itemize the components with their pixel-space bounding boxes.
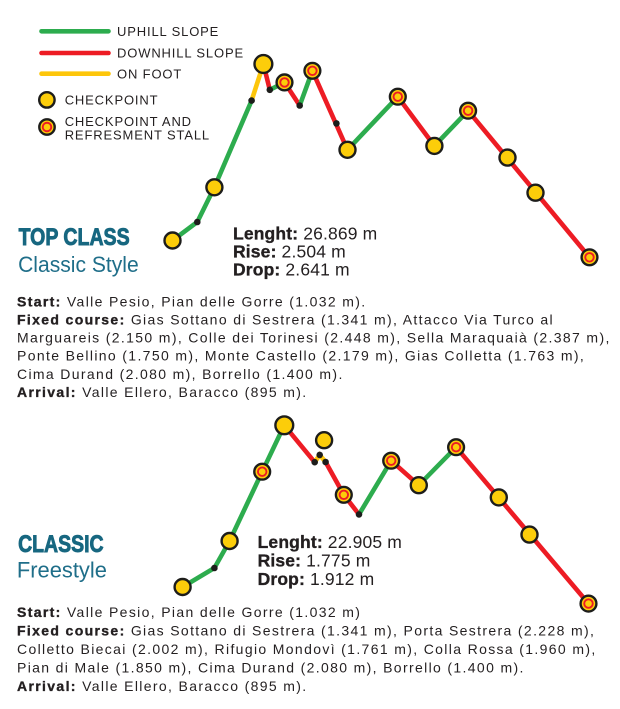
svg-text:Lenght: 26.869 m: Lenght: 26.869 m (233, 223, 377, 243)
svg-text:CHECKPOINT: CHECKPOINT (65, 93, 159, 108)
svg-text:CLASSIC: CLASSIC (18, 531, 104, 558)
svg-text:REFRESMENT STALL: REFRESMENT STALL (65, 128, 210, 143)
svg-text:Ponte Bellino (1.750 m), Monte: Ponte Bellino (1.750 m), Monte Castello … (17, 348, 585, 364)
svg-text:Drop: 1.912 m: Drop: 1.912 m (258, 569, 375, 589)
svg-text:Classic Style: Classic Style (18, 252, 139, 277)
svg-text:DOWNHILL SLOPE: DOWNHILL SLOPE (117, 46, 244, 61)
svg-text:UPHILL SLOPE: UPHILL SLOPE (117, 24, 219, 39)
svg-text:Arrival: Valle Ellero, Baracco: Arrival: Valle Ellero, Baracco (895 m). (17, 384, 308, 400)
svg-text:CHECKPOINT AND: CHECKPOINT AND (65, 114, 192, 129)
svg-text:Arrival: Valle Ellero, Baracco: Arrival: Valle Ellero, Baracco (895 m). (17, 678, 308, 694)
svg-text:Freestyle: Freestyle (17, 558, 107, 583)
svg-text:Lenght: 22.905 m: Lenght: 22.905 m (258, 532, 402, 552)
svg-text:Fixed course: Gias Sottano di: Fixed course: Gias Sottano di Sestrera (… (17, 622, 595, 638)
svg-text:Colletto Biecai (2.002 m), Rif: Colletto Biecai (2.002 m), Rifugio Mondo… (17, 641, 597, 657)
svg-text:Pian di Male (1.850 m), Cima D: Pian di Male (1.850 m), Cima Durand (2.0… (17, 660, 525, 676)
svg-text:Start: Valle Pesio, Pian delle: Start: Valle Pesio, Pian delle Gorre (1.… (17, 604, 361, 620)
svg-text:Drop: 2.641 m: Drop: 2.641 m (233, 260, 350, 280)
svg-text:Start: Valle Pesio, Pian delle: Start: Valle Pesio, Pian delle Gorre (1.… (17, 293, 367, 309)
svg-text:Rise: 1.775 m: Rise: 1.775 m (258, 550, 371, 570)
svg-text:ON FOOT: ON FOOT (117, 66, 182, 81)
svg-text:TOP CLASS: TOP CLASS (19, 224, 130, 251)
svg-text:Cima Durand (2.080 m), Borrell: Cima Durand (2.080 m), Borrello (1.400 m… (17, 366, 344, 382)
svg-text:Fixed course: Gias Sottano di: Fixed course: Gias Sottano di Sestrera (… (17, 312, 554, 328)
svg-text:Rise: 2.504 m: Rise: 2.504 m (233, 241, 346, 261)
svg-text:Marguareis (2.150 m), Colle de: Marguareis (2.150 m), Colle dei Torinesi… (17, 330, 611, 346)
